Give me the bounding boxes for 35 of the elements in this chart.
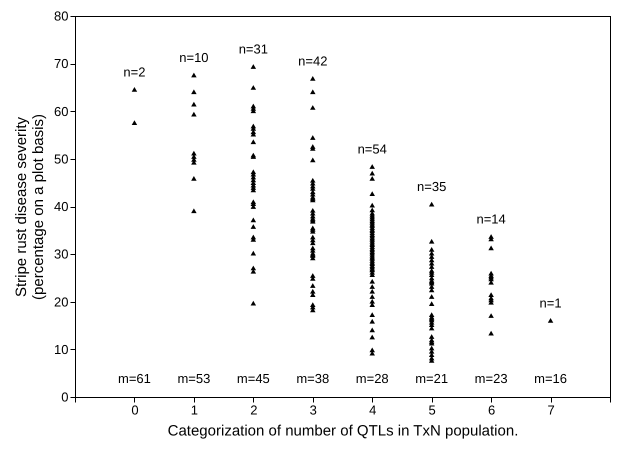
y-tick-label: 70	[54, 56, 68, 72]
y-tick-label: 10	[54, 342, 68, 357]
annotation: m=16	[534, 371, 567, 386]
annotation: n=10	[179, 50, 209, 66]
y-tick-label: 60	[54, 104, 68, 119]
annotation: m=45	[236, 371, 270, 386]
annotation: n=31	[238, 41, 268, 56]
annotation: n=1	[540, 295, 562, 310]
x-tick-label: 2	[250, 402, 258, 418]
x-tick-label: 4	[369, 402, 376, 418]
annotation: m=21	[415, 371, 448, 386]
x-tick-label: 7	[547, 402, 555, 418]
annotation: m=53	[177, 371, 210, 386]
y-tick-label: 50	[54, 151, 68, 166]
annotation: n=14	[476, 212, 506, 227]
x-tick-label: 3	[310, 402, 317, 418]
annotation: m=61	[118, 371, 151, 386]
y-tick-label: 30	[54, 246, 68, 262]
x-tick-label: 0	[131, 402, 139, 418]
annotation: n=42	[298, 53, 328, 68]
y-tick-label: 20	[54, 294, 68, 310]
y-tick-label: 80	[54, 8, 68, 24]
y-tick-label: 40	[54, 199, 68, 214]
x-tick-label: 6	[488, 402, 496, 418]
annotation: n=2	[123, 64, 146, 80]
x-tick-label: 1	[190, 402, 198, 418]
annotation: m=38	[296, 371, 330, 386]
annotation: n=35	[417, 179, 446, 194]
x-tick-label: 5	[428, 402, 436, 418]
y-tick-label: 0	[61, 390, 68, 404]
y-axis-title: Stripe rust disease severity (percentage on a plot basis)	[13, 114, 48, 300]
x-axis-title: Categorization of number of QTLs in TxN population.	[168, 422, 518, 440]
annotation: m=28	[356, 371, 389, 386]
annotation: m=23	[474, 371, 508, 386]
annotation: n=54	[358, 141, 387, 156]
